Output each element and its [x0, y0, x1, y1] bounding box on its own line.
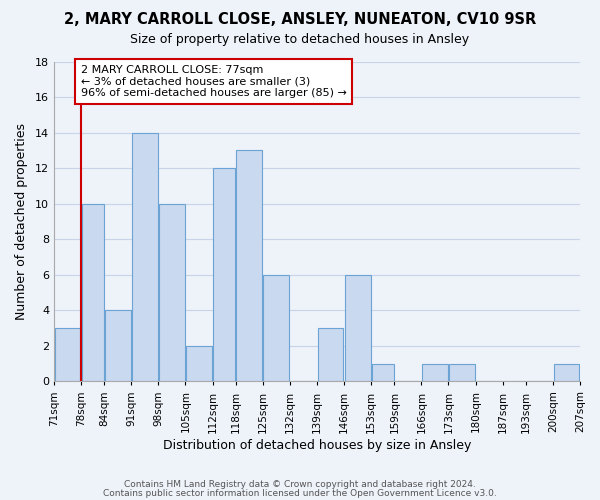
Bar — [263, 275, 289, 382]
Text: 2 MARY CARROLL CLOSE: 77sqm
← 3% of detached houses are smaller (3)
96% of semi-: 2 MARY CARROLL CLOSE: 77sqm ← 3% of deta… — [81, 65, 347, 98]
Bar — [317, 328, 343, 382]
Text: Size of property relative to detached houses in Ansley: Size of property relative to detached ho… — [130, 32, 470, 46]
Bar — [371, 364, 394, 382]
Bar — [449, 364, 475, 382]
Bar — [186, 346, 212, 382]
Bar — [132, 132, 158, 382]
Bar — [554, 364, 580, 382]
Text: 2, MARY CARROLL CLOSE, ANSLEY, NUNEATON, CV10 9SR: 2, MARY CARROLL CLOSE, ANSLEY, NUNEATON,… — [64, 12, 536, 28]
Bar — [105, 310, 131, 382]
Text: Contains HM Land Registry data © Crown copyright and database right 2024.: Contains HM Land Registry data © Crown c… — [124, 480, 476, 489]
X-axis label: Distribution of detached houses by size in Ansley: Distribution of detached houses by size … — [163, 440, 471, 452]
Bar — [159, 204, 185, 382]
Bar — [236, 150, 262, 382]
Text: Contains public sector information licensed under the Open Government Licence v3: Contains public sector information licen… — [103, 489, 497, 498]
Bar — [82, 204, 104, 382]
Y-axis label: Number of detached properties: Number of detached properties — [15, 123, 28, 320]
Bar — [344, 275, 371, 382]
Bar — [55, 328, 80, 382]
Bar — [213, 168, 235, 382]
Bar — [422, 364, 448, 382]
